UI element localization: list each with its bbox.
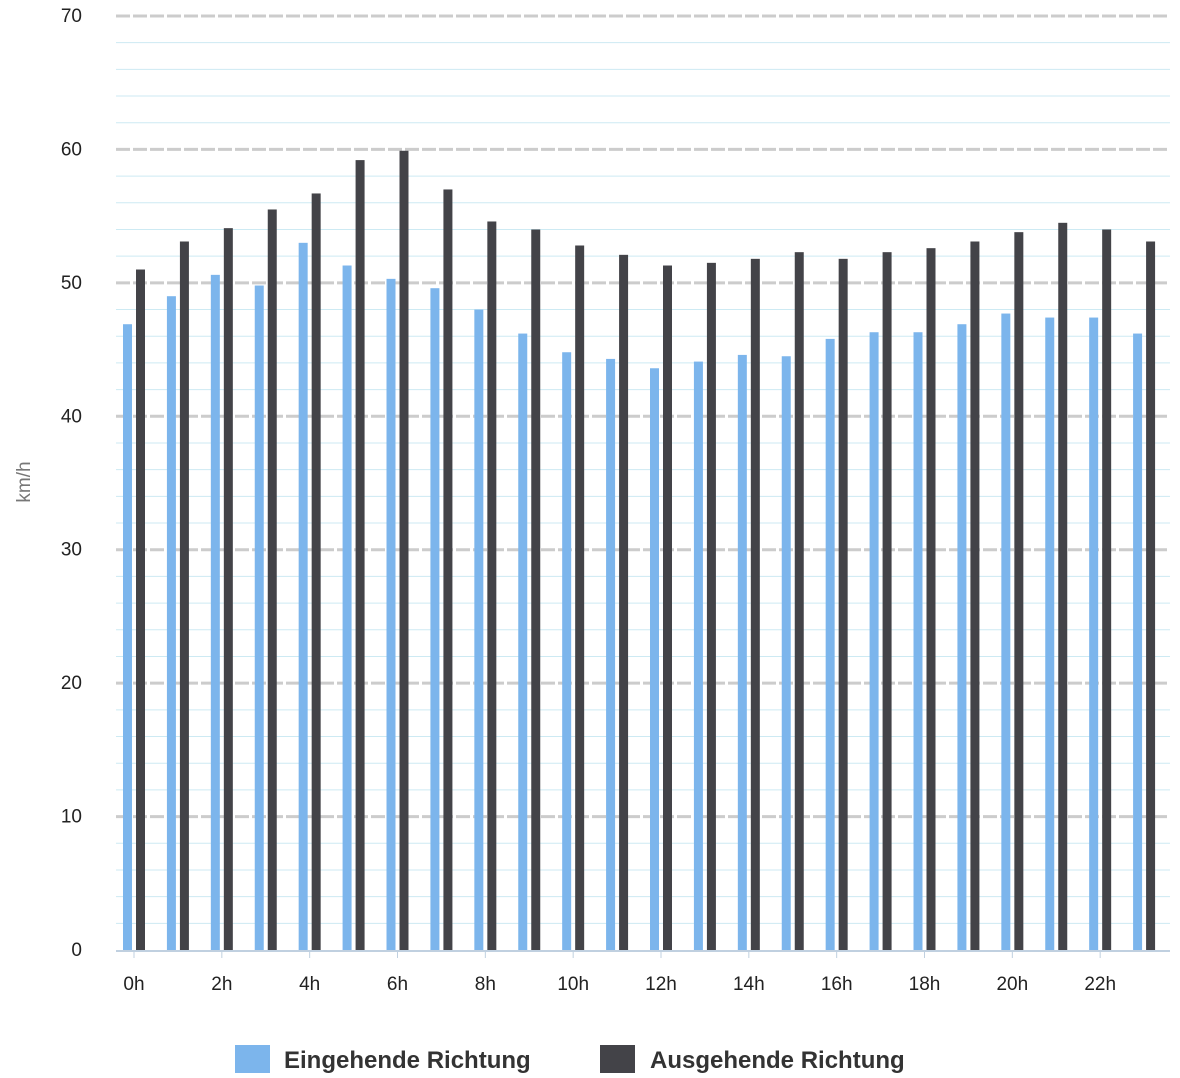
x-tick-label: 22h: [1084, 974, 1116, 995]
bar[interactable]: [430, 288, 440, 950]
legend-swatch[interactable]: [235, 1045, 270, 1073]
bar[interactable]: [386, 278, 396, 951]
x-tick-label: 18h: [909, 974, 941, 995]
bar[interactable]: [136, 269, 145, 950]
bar[interactable]: [1058, 222, 1068, 951]
bar[interactable]: [706, 262, 716, 950]
bar[interactable]: [487, 221, 497, 951]
bar[interactable]: [663, 265, 672, 950]
bar[interactable]: [825, 338, 835, 950]
bar[interactable]: [869, 332, 879, 950]
bar[interactable]: [882, 252, 892, 950]
y-tick-label: 20: [61, 673, 82, 694]
bar[interactable]: [267, 209, 277, 950]
y-tick-label: 30: [61, 540, 82, 561]
legend-swatch[interactable]: [600, 1045, 635, 1073]
x-tick-label: 12h: [645, 974, 677, 995]
bar[interactable]: [399, 150, 409, 950]
bar[interactable]: [298, 242, 308, 951]
bar[interactable]: [254, 285, 264, 950]
bar[interactable]: [1014, 232, 1024, 950]
bar[interactable]: [970, 241, 980, 951]
bar[interactable]: [518, 333, 528, 950]
bar[interactable]: [913, 332, 923, 950]
bar[interactable]: [957, 324, 967, 951]
bar[interactable]: [1146, 241, 1156, 951]
bar[interactable]: [737, 354, 747, 950]
x-tick-label: 8h: [475, 974, 496, 995]
bar[interactable]: [1102, 229, 1112, 950]
x-tick-label: 4h: [299, 974, 320, 995]
y-tick-label: 0: [71, 940, 82, 961]
bar[interactable]: [838, 258, 848, 951]
grid-lines: [116, 14, 1170, 924]
bar[interactable]: [693, 361, 703, 951]
bar[interactable]: [781, 356, 791, 950]
x-tick-label: 14h: [733, 974, 765, 995]
y-tick-label: 10: [61, 807, 82, 828]
bar[interactable]: [123, 324, 132, 951]
bar[interactable]: [575, 245, 585, 951]
bar[interactable]: [794, 252, 804, 950]
x-tick-label: 6h: [387, 974, 408, 995]
legend: Eingehende Richtung Ausgehende Richtung: [235, 1045, 905, 1074]
x-tick-label: 10h: [557, 974, 589, 995]
bar[interactable]: [166, 296, 176, 950]
y-tick-label: 60: [61, 139, 82, 160]
y-axis-title: km/h: [14, 461, 35, 502]
axes: 0 10 20 30 40 50 60 70 0h 2h 4h 6h 8h 10h 12h 14h 16h 18h…: [61, 6, 1170, 995]
y-tick-label: 40: [61, 406, 82, 427]
bar[interactable]: [619, 254, 629, 950]
x-tick-label: 20h: [996, 974, 1028, 995]
bar[interactable]: [650, 368, 659, 950]
x-tick-label: 0h: [123, 974, 144, 995]
legend-label[interactable]: Eingehende Richtung: [284, 1047, 531, 1074]
bar[interactable]: [210, 274, 220, 950]
bar[interactable]: [750, 258, 760, 951]
y-tick-label: 50: [61, 273, 82, 294]
bar[interactable]: [926, 248, 936, 950]
legend-label[interactable]: Ausgehende Richtung: [650, 1047, 905, 1074]
bar[interactable]: [1089, 317, 1099, 950]
bar[interactable]: [179, 241, 189, 951]
bar[interactable]: [531, 229, 541, 950]
x-tick-label: 2h: [211, 974, 232, 995]
bar[interactable]: [1001, 313, 1011, 950]
bar[interactable]: [311, 193, 321, 950]
bar[interactable]: [223, 228, 233, 950]
bar[interactable]: [474, 309, 484, 950]
y-tick-label: 70: [61, 6, 82, 27]
bar[interactable]: [562, 352, 572, 950]
bar[interactable]: [1045, 317, 1055, 950]
bars: [123, 150, 1156, 951]
bar[interactable]: [355, 160, 365, 951]
bar[interactable]: [1133, 333, 1143, 950]
x-tick-label: 16h: [821, 974, 853, 995]
bar[interactable]: [342, 265, 352, 950]
bar[interactable]: [443, 189, 453, 950]
bar[interactable]: [606, 358, 616, 950]
